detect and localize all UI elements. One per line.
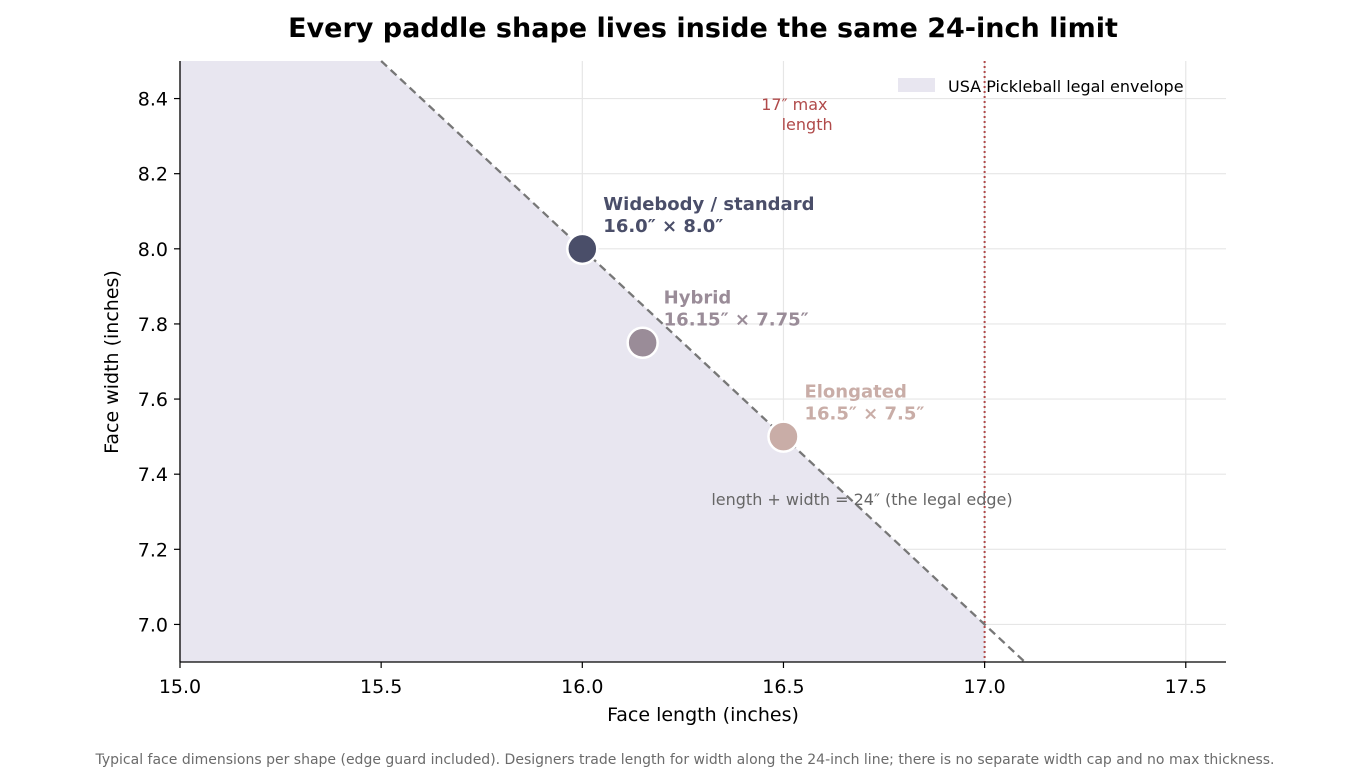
caption: Typical face dimensions per shape (edge … <box>95 752 1275 768</box>
data-point-marker <box>626 326 659 359</box>
x-axis-label: Face length (inches) <box>607 704 799 726</box>
x-tick-label: 15.0 <box>159 676 201 698</box>
data-point-name: Hybrid <box>664 288 732 309</box>
x-tick-label: 17.5 <box>1165 676 1207 698</box>
y-tick-label: 8.2 <box>138 164 168 186</box>
x-tick-label: 16.0 <box>561 676 603 698</box>
max-length-annotation-line-1: 17″ max <box>761 95 827 114</box>
data-point-dims: 16.0″ × 8.0″ <box>603 216 723 237</box>
legal-envelope-area <box>180 61 985 662</box>
legal-edge-annotation: length + width = 24″ (the legal edge) <box>711 490 1012 509</box>
data-point-dims: 16.15″ × 7.75″ <box>664 310 809 331</box>
chart-title: Every paddle shape lives inside the same… <box>288 13 1118 44</box>
legend: USA Pickleball legal envelope <box>898 77 1184 96</box>
max-length-annotation-line-2: length <box>782 115 833 134</box>
ticks: 15.0 15.5 16.0 16.5 17.0 17.5 7.0 7.2 7.4 7.6 7.8 8… <box>138 89 1207 698</box>
data-point-dims: 16.5″ × 7.5″ <box>804 404 924 425</box>
legend-swatch <box>898 78 935 92</box>
x-tick-label: 15.5 <box>360 676 402 698</box>
y-tick-label: 7.6 <box>138 389 168 411</box>
data-point-marker <box>767 420 800 453</box>
data-point-marker <box>566 232 599 266</box>
legend-entry: USA Pickleball legal envelope <box>948 77 1184 96</box>
y-tick-label: 7.2 <box>138 539 168 561</box>
y-tick-label: 8.4 <box>138 89 168 111</box>
max-length-annotation: 17″ max length <box>761 95 832 134</box>
axes <box>179 61 1226 663</box>
data-point-name: Widebody / standard <box>603 194 814 215</box>
y-tick-label: 7.8 <box>138 314 168 336</box>
y-tick-label: 7.0 <box>138 614 168 636</box>
y-axis-label: Face width (inches) <box>101 270 123 454</box>
y-tick-label: 7.4 <box>138 464 168 486</box>
data-point-name: Elongated <box>804 382 906 403</box>
x-tick-label: 17.0 <box>963 676 1005 698</box>
legal-edge-line <box>380 60 1026 663</box>
y-tick-label: 8.0 <box>138 239 168 261</box>
x-tick-label: 16.5 <box>762 676 804 698</box>
